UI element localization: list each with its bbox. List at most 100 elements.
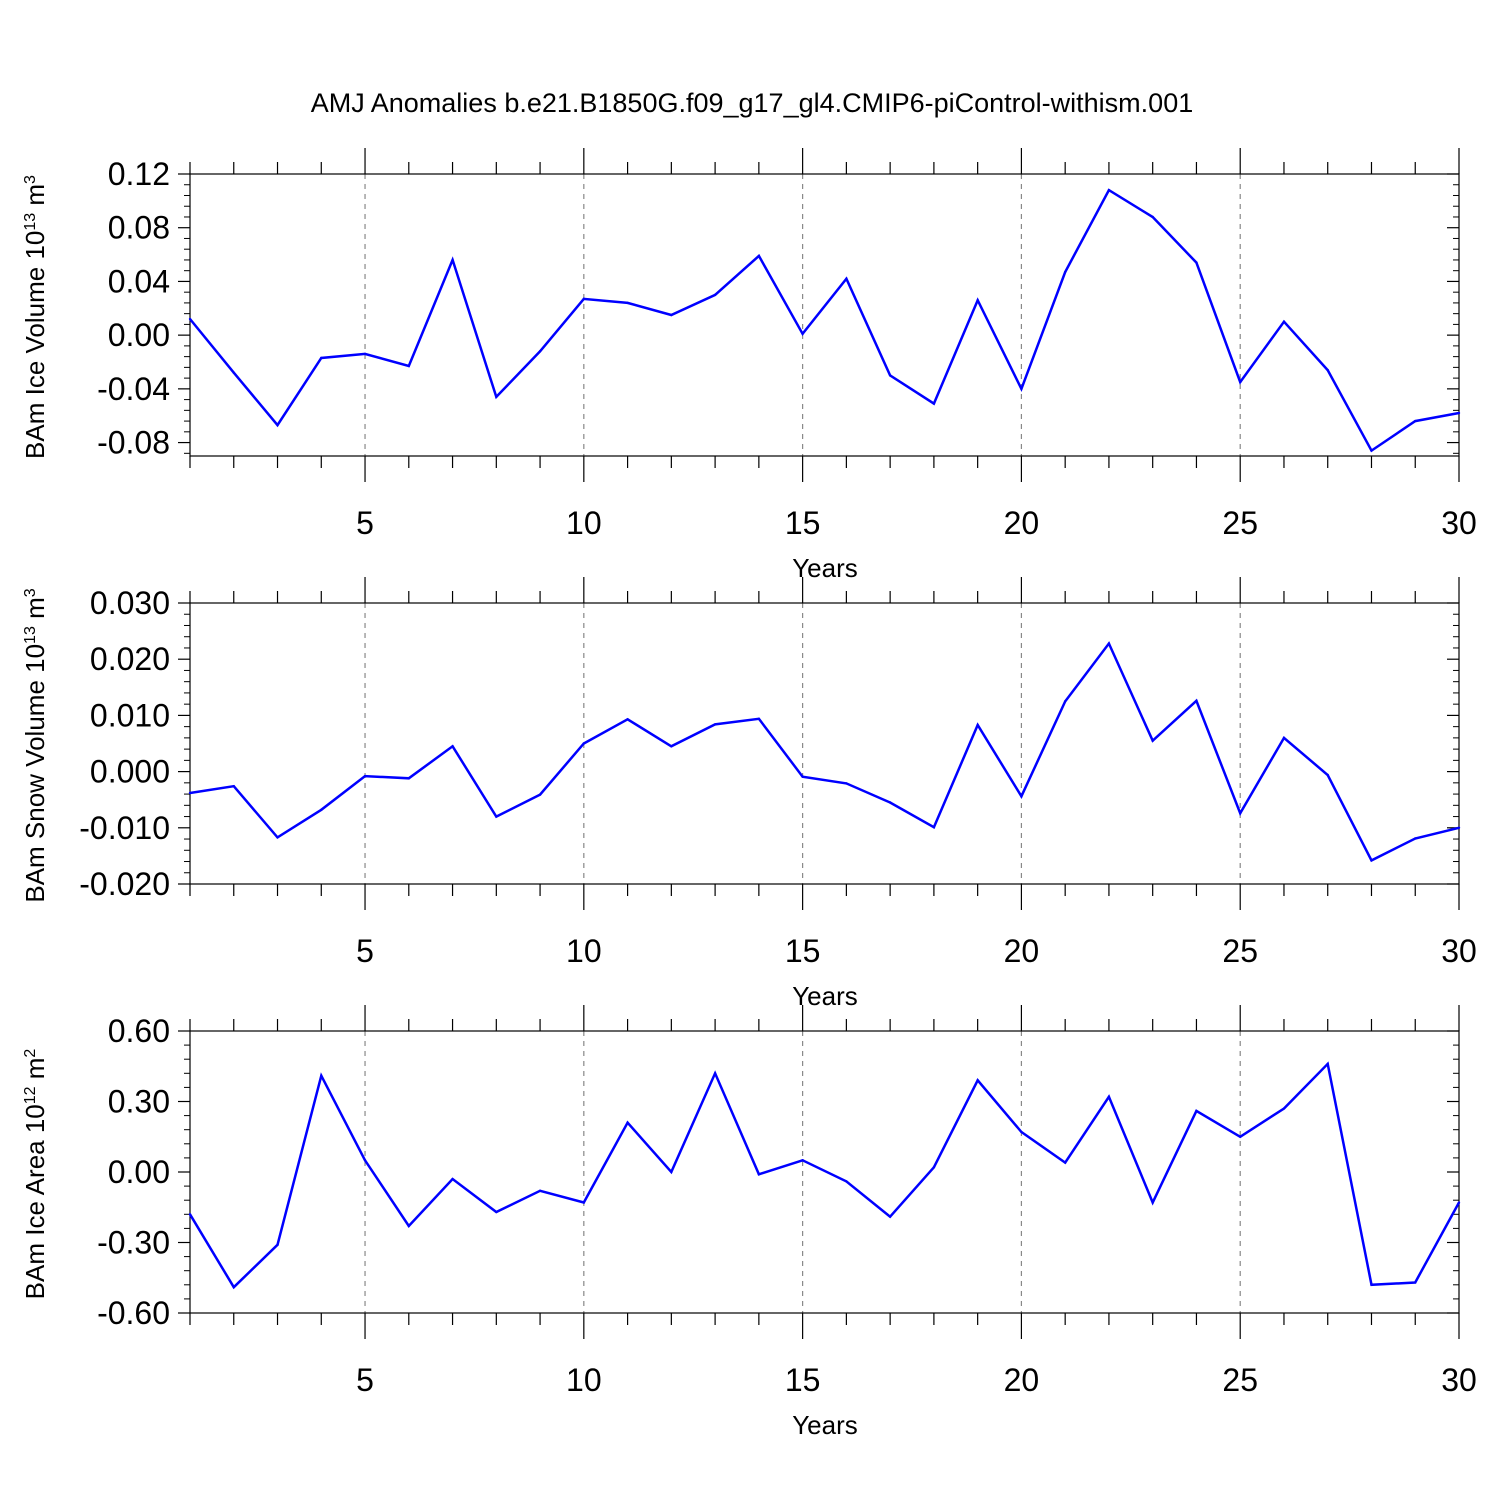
data-point: [757, 1173, 761, 1176]
y-tick-label: 0.00: [108, 317, 170, 353]
data-point: [1020, 795, 1023, 798]
data-point: [1326, 1062, 1329, 1066]
data-point: [276, 1243, 279, 1247]
data-point: [1370, 1283, 1373, 1287]
data-point: [713, 1072, 717, 1075]
x-tick-label: 25: [1222, 1362, 1258, 1398]
y-tick-label: -0.04: [97, 371, 170, 407]
x-tick-label: 10: [566, 933, 602, 969]
data-point: [1414, 419, 1417, 423]
data-point: [1195, 1109, 1198, 1113]
data-point: [1107, 1095, 1111, 1099]
y-axis-label: BAm Ice Area 1012 m2: [20, 1049, 50, 1300]
data-point: [232, 785, 235, 788]
data-point: [495, 395, 498, 399]
figure-title: AMJ Anomalies b.e21.B1850G.f09_g17_gl4.C…: [311, 88, 1193, 118]
data-point: [888, 374, 892, 377]
x-tick-label: 20: [1004, 1362, 1040, 1398]
ice-area-panel: -0.60 -0.30 0.00 0.30 0.60 5 10 15 20 25 30 Years BA…: [20, 1005, 1477, 1440]
series-line: [189, 641, 1460, 863]
data-point: [538, 793, 542, 796]
data-point: [232, 1285, 235, 1289]
data-point: [1457, 1201, 1461, 1204]
data-point: [757, 717, 761, 720]
data-point: [1370, 449, 1373, 452]
x-tick-label: 20: [1004, 505, 1040, 541]
data-point: [932, 826, 936, 829]
data-point: [713, 293, 717, 297]
x-tick-label: 15: [785, 1362, 821, 1398]
data-point: [1414, 1281, 1417, 1284]
y-tick-label: -0.020: [79, 866, 170, 902]
data-point: [363, 1159, 367, 1162]
data-point: [188, 1213, 192, 1216]
x-tick-label: 30: [1441, 1362, 1477, 1398]
data-point: [582, 297, 586, 301]
x-tick-label: 25: [1222, 505, 1258, 541]
data-point: [1195, 261, 1198, 264]
data-point: [320, 808, 323, 812]
data-point: [1063, 700, 1067, 703]
data-point: [670, 745, 673, 748]
data-point: [1414, 837, 1417, 840]
data-point: [1457, 411, 1461, 415]
data-point: [1239, 380, 1242, 384]
data-point: [801, 1159, 804, 1162]
data-point: [1282, 736, 1286, 740]
data-point: [976, 299, 979, 302]
x-tick-label: 30: [1441, 505, 1477, 541]
y-axis-label: BAm Ice Volume 1013 m3: [20, 175, 50, 459]
x-axis-label: Years: [792, 1410, 858, 1440]
x-tick-label: 10: [566, 1362, 602, 1398]
y-axis-label: BAm Snow Volume 1013 m3: [20, 588, 50, 902]
data-point: [626, 1121, 629, 1124]
data-point: [363, 774, 367, 778]
y-tick-label: 0.30: [108, 1084, 170, 1120]
data-point: [888, 1215, 892, 1218]
data-point: [1020, 1130, 1023, 1134]
data-point: [495, 815, 498, 818]
data-point: [407, 364, 410, 368]
x-tick-label: 5: [356, 505, 374, 541]
data-point: [670, 1170, 673, 1174]
data-point: [538, 1189, 542, 1193]
data-point: [670, 313, 673, 317]
data-point: [626, 718, 629, 721]
y-tick-label: 0.04: [108, 263, 170, 299]
data-point: [1370, 859, 1373, 862]
y-tick-label: -0.010: [79, 810, 170, 846]
x-tick-label: 15: [785, 505, 821, 541]
data-point: [845, 277, 848, 280]
plot-frame: [189, 602, 1460, 885]
data-point: [1020, 387, 1023, 391]
data-point: [1239, 811, 1242, 815]
data-point: [188, 791, 192, 795]
data-point: [1282, 320, 1286, 323]
y-tick-label: 0.000: [90, 754, 170, 790]
data-point: [888, 801, 892, 804]
data-point: [582, 1201, 586, 1204]
data-point: [932, 402, 936, 405]
data-point: [276, 423, 279, 427]
x-tick-label: 25: [1222, 933, 1258, 969]
data-point: [320, 356, 323, 360]
data-point: [1326, 368, 1329, 372]
x-tick-label: 20: [1004, 933, 1040, 969]
y-tick-label: 0.00: [108, 1154, 170, 1190]
data-point: [1107, 642, 1111, 645]
data-point: [1326, 773, 1329, 777]
plot-frame: [189, 173, 1460, 457]
y-tick-label: 0.020: [90, 641, 170, 677]
series-line: [189, 188, 1460, 453]
y-tick-label: 0.08: [108, 210, 170, 246]
data-point: [1151, 739, 1154, 742]
y-tick-label: 0.60: [108, 1013, 170, 1049]
data-point: [976, 723, 979, 727]
data-point: [1282, 1107, 1286, 1110]
data-point: [276, 836, 279, 839]
data-point: [1195, 699, 1198, 702]
x-tick-label: 15: [785, 933, 821, 969]
data-point: [320, 1074, 323, 1077]
